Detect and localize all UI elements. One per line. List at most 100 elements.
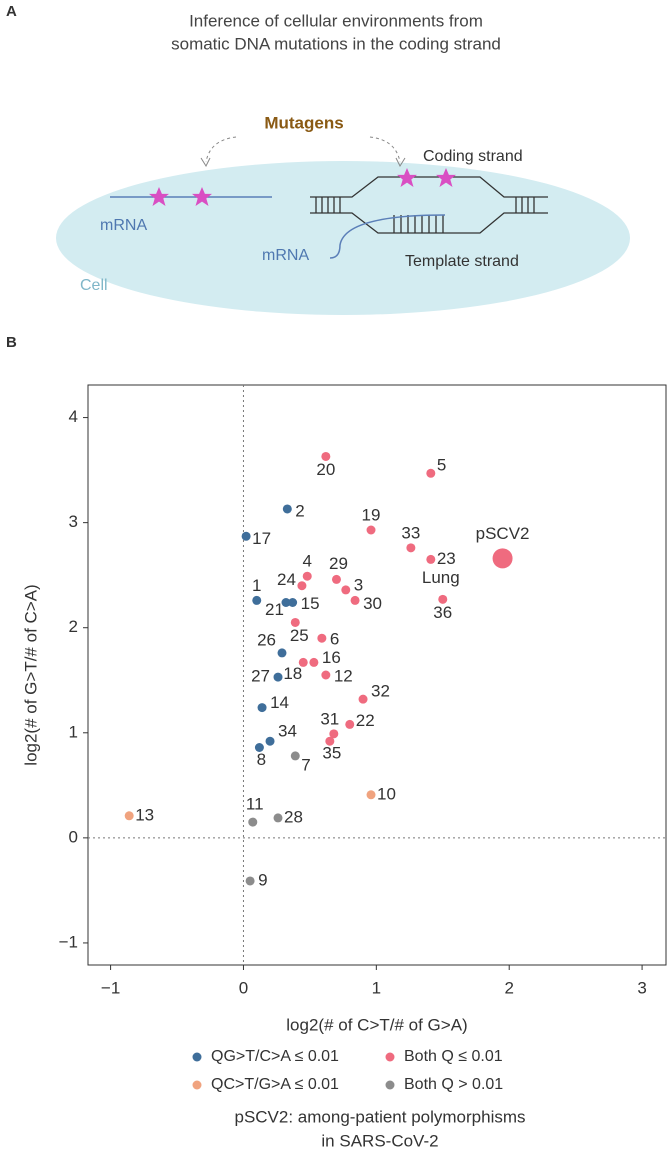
point [298,657,308,667]
point-label: 30 [363,594,382,613]
panel-a: A Inference of cellular environments fro… [6,3,630,315]
point-label: 26 [257,630,276,649]
y-tick-label: 2 [69,617,78,636]
highlight-point [492,548,513,569]
point-label: 6 [330,630,339,649]
point [302,571,312,581]
legend-label: QC>T/G>A ≤ 0.01 [211,1076,339,1093]
point-label: 12 [334,666,353,685]
point-label: 28 [284,807,303,826]
legend-marker [192,1080,202,1090]
point [265,736,275,746]
point [282,504,292,514]
x-tick-label: 2 [504,978,513,997]
point-label: 24 [277,570,296,589]
panel-label: B [6,334,17,351]
point [273,672,283,682]
point [345,719,355,729]
y-tick-label: 4 [69,407,78,426]
point-label: 15 [301,594,320,613]
legend-label: QG>T/C>A ≤ 0.01 [211,1048,339,1065]
point-label: 11 [246,795,264,814]
point-label: 35 [322,744,341,763]
point-label: 20 [316,460,335,479]
x-tick-label: −1 [101,978,120,997]
point-label: 7 [301,755,310,774]
dna [310,176,548,234]
point-label: 10 [377,784,396,803]
y-tick-label: 1 [69,722,78,741]
point-label: 17 [252,529,271,548]
arrow [395,157,406,168]
mutagens: Mutagens [264,113,343,132]
point [297,581,307,591]
legend-label: Both Q > 0.01 [404,1076,503,1093]
point [366,525,376,535]
point [321,670,331,680]
point [426,554,436,564]
x-tick-label: 1 [372,978,381,997]
mrna-label: mRNA [262,247,309,264]
point [290,617,300,627]
point-label: 2 [295,501,304,520]
point-label: 3 [354,575,363,594]
point [341,585,351,595]
point-label: 14 [270,693,289,712]
arrow [369,136,401,163]
x-tick-label: 3 [637,978,646,997]
point [350,595,360,605]
y-tick-label: 3 [69,512,78,531]
title: Inference of cellular environments from [189,11,483,30]
point-label: 18 [283,664,302,683]
point-label: 33 [401,523,420,542]
y-tick-label: −1 [59,932,78,951]
cell-label: Cell [80,277,108,294]
point-label: 34 [278,722,297,741]
point-label: 31 [320,709,339,728]
point-label: 16 [322,648,341,667]
legend-label: Both Q ≤ 0.01 [404,1048,503,1065]
arrow [200,157,211,168]
note: in SARS-CoV-2 [321,1131,438,1150]
point-label: 13 [135,805,154,824]
point-label: 19 [362,505,381,524]
highlight-label: pSCV2 [476,524,530,543]
legend-marker [192,1052,202,1062]
point [273,813,283,823]
title: somatic DNA mutations in the coding stra… [171,34,501,53]
coding-label: Coding strand [423,148,523,165]
point [438,594,448,604]
point-label: 9 [258,870,267,889]
point-label: 5 [437,456,446,475]
point [241,531,251,541]
annotation: Lung [422,568,460,587]
arrow [205,136,237,163]
point [281,598,291,607]
point [406,543,416,553]
point-label: 36 [433,603,452,622]
point [252,595,262,605]
point-label: 29 [329,554,348,573]
point-label: 4 [303,552,312,571]
note: pSCV2: among-patient polymorphisms [234,1107,525,1126]
point-label: 25 [290,626,309,645]
point [366,790,376,800]
point-label: 32 [371,682,390,701]
panel-label: A [6,3,17,20]
plot-frame [87,384,667,966]
point [358,694,368,704]
template-label: Template strand [405,253,519,270]
point-label: 21 [265,600,284,619]
point [321,451,331,461]
point [124,811,134,821]
x-tick-label: 0 [239,978,248,997]
point [325,736,335,746]
point [277,648,287,658]
legend-marker [385,1080,395,1090]
point [309,657,319,667]
point-label: 1 [252,576,261,595]
point-label: 8 [257,750,266,769]
point [317,633,327,643]
mrna-transcript [329,214,446,259]
